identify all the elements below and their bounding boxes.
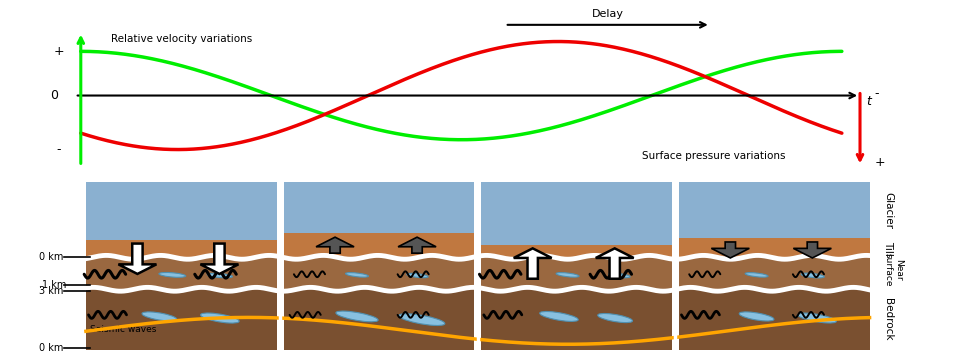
- Ellipse shape: [201, 313, 239, 323]
- Polygon shape: [481, 257, 672, 289]
- Text: Surface pressure variations: Surface pressure variations: [642, 151, 785, 161]
- Text: Near
surface: Near surface: [883, 253, 902, 287]
- Ellipse shape: [598, 314, 633, 323]
- Polygon shape: [283, 289, 474, 350]
- Polygon shape: [316, 237, 354, 253]
- Polygon shape: [86, 240, 276, 257]
- Text: .1 km: .1 km: [39, 280, 66, 290]
- Text: Bedrock: Bedrock: [883, 298, 894, 341]
- Polygon shape: [481, 245, 672, 257]
- Polygon shape: [679, 257, 870, 289]
- Ellipse shape: [802, 273, 825, 278]
- Ellipse shape: [159, 272, 185, 277]
- Polygon shape: [679, 238, 870, 257]
- Polygon shape: [514, 248, 552, 279]
- Polygon shape: [201, 243, 238, 274]
- Ellipse shape: [346, 273, 369, 277]
- Ellipse shape: [556, 273, 579, 277]
- Ellipse shape: [739, 312, 774, 321]
- Polygon shape: [86, 182, 276, 240]
- Text: Seismic waves: Seismic waves: [90, 325, 156, 334]
- Text: +: +: [875, 156, 885, 169]
- Polygon shape: [86, 289, 276, 350]
- Ellipse shape: [207, 273, 232, 278]
- Text: 3 km: 3 km: [39, 286, 63, 296]
- Text: Glacier: Glacier: [883, 193, 894, 229]
- Polygon shape: [596, 248, 634, 279]
- Polygon shape: [283, 233, 474, 257]
- Text: -: -: [57, 143, 61, 156]
- Polygon shape: [481, 289, 672, 350]
- Polygon shape: [283, 182, 474, 233]
- Polygon shape: [793, 242, 831, 258]
- Text: Till: Till: [883, 241, 894, 256]
- Text: Delay: Delay: [591, 9, 624, 19]
- Ellipse shape: [142, 312, 177, 321]
- Polygon shape: [118, 243, 156, 274]
- Ellipse shape: [540, 311, 578, 321]
- Text: 0 km: 0 km: [39, 343, 63, 353]
- Polygon shape: [398, 237, 436, 253]
- Ellipse shape: [336, 311, 378, 322]
- Polygon shape: [481, 182, 672, 245]
- Text: t: t: [866, 95, 871, 108]
- Ellipse shape: [407, 274, 428, 278]
- Polygon shape: [679, 182, 870, 238]
- Polygon shape: [711, 242, 750, 258]
- Text: +: +: [54, 45, 64, 58]
- Ellipse shape: [398, 314, 444, 325]
- Polygon shape: [283, 257, 474, 289]
- Text: -: -: [875, 87, 879, 100]
- Text: 0: 0: [50, 89, 59, 102]
- Polygon shape: [679, 289, 870, 350]
- Ellipse shape: [745, 273, 768, 277]
- Polygon shape: [86, 257, 276, 289]
- Ellipse shape: [609, 274, 630, 278]
- Ellipse shape: [798, 313, 836, 323]
- Text: 0 km: 0 km: [39, 252, 63, 262]
- Text: Relative velocity variations: Relative velocity variations: [111, 34, 252, 44]
